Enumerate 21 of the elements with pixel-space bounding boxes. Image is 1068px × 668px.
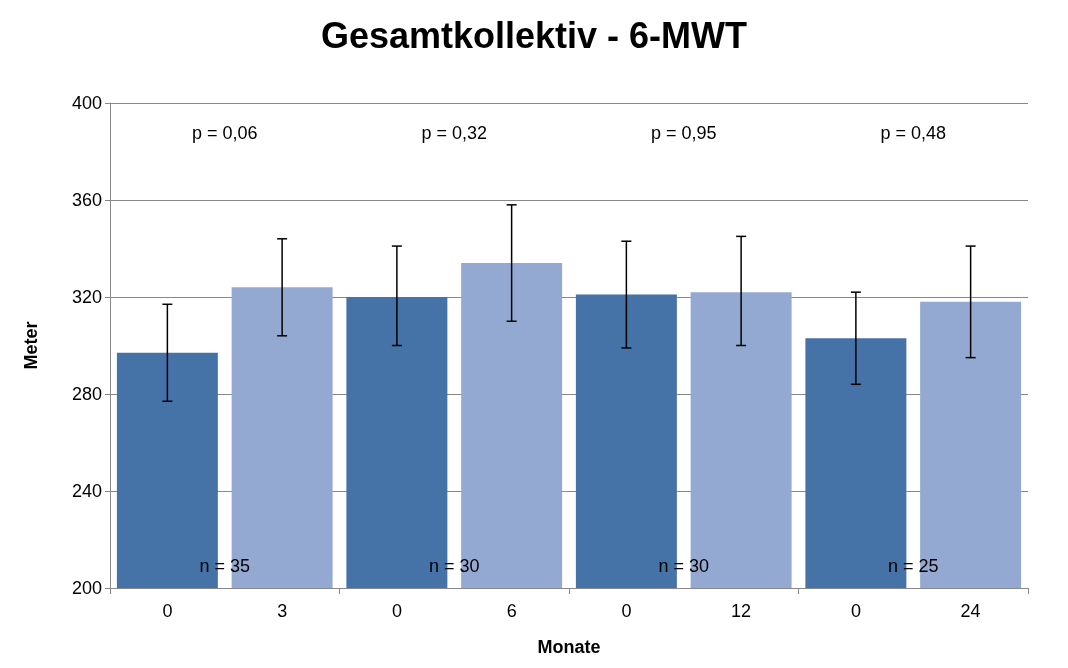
y-tick-label: 360 <box>71 190 102 210</box>
x-axis-title: Monate <box>537 637 601 657</box>
x-tick-label: 0 <box>621 601 632 621</box>
y-axis-title: Meter <box>21 321 41 370</box>
x-tick-label: 24 <box>960 601 981 621</box>
y-tick-label: 200 <box>71 578 102 598</box>
x-tick-label: 12 <box>731 601 752 621</box>
y-tick-label: 240 <box>71 481 102 501</box>
y-tick-label: 320 <box>71 287 102 307</box>
y-tick-label: 280 <box>71 384 102 404</box>
x-tick-label: 0 <box>162 601 173 621</box>
x-tick-label: 3 <box>277 601 288 621</box>
annotation: p = 0,95 <box>650 123 717 143</box>
y-tick-label: 400 <box>71 93 102 113</box>
annotation: p = 0,48 <box>880 123 947 143</box>
x-tick-label: 0 <box>850 601 861 621</box>
annotation: p = 0,06 <box>191 123 258 143</box>
chart-title: Gesamtkollektiv - 6-MWT <box>320 14 748 56</box>
annotation: p = 0,32 <box>421 123 488 143</box>
x-tick-label: 0 <box>391 601 402 621</box>
x-tick-label: 6 <box>506 601 517 621</box>
